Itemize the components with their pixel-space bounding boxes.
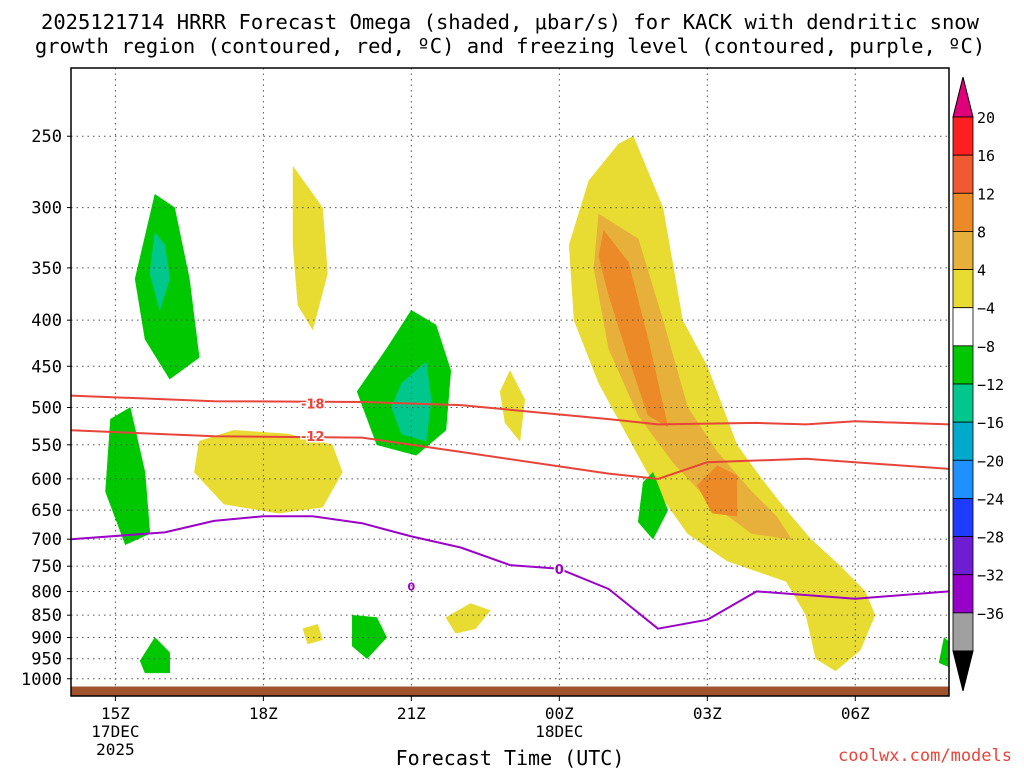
colorbar-label-11: −28 xyxy=(977,529,1004,547)
colorbar-swatch-8 xyxy=(952,421,974,461)
freezing-level-small-label: 0 xyxy=(408,581,416,594)
colorbar-label-8: −16 xyxy=(977,414,1004,432)
colorbar-label-0: 20 xyxy=(977,109,995,127)
y-tick-label-850: 850 xyxy=(31,606,62,626)
omega-region-neg8-12 xyxy=(391,361,432,442)
colorbar-swatch-13 xyxy=(952,612,974,652)
x-tick-label-06Z: 06Z xyxy=(841,704,870,723)
y-tick-label-650: 650 xyxy=(31,501,62,521)
x-tick-label-15Z: 15Z xyxy=(101,704,130,723)
y-tick-label-500: 500 xyxy=(31,399,62,419)
y-tick-label-600: 600 xyxy=(31,470,62,490)
x-tick-sublabel2-15Z: 2025 xyxy=(96,740,135,759)
colorbar-label-2: 12 xyxy=(977,185,995,203)
omega-region-neg4-14 xyxy=(637,472,669,540)
omega-region-neg4-15 xyxy=(351,614,387,659)
omega-region-neg8-10 xyxy=(149,232,170,311)
colorbar-label-3: 8 xyxy=(977,223,986,241)
contour-line-0 xyxy=(71,394,949,426)
x-tick-sublabel-00Z: 18DEC xyxy=(535,722,583,741)
colorbar-swatch-1 xyxy=(952,154,974,194)
colorbar-swatch-7 xyxy=(952,383,974,423)
omega-region-pos12-2 xyxy=(598,230,669,427)
omega-shading-layer xyxy=(105,135,949,674)
y-axis: 250 300 350 400 450 500 550 600 650 700 750 800 850 9… xyxy=(21,127,71,690)
y-tick-label-250: 250 xyxy=(31,127,62,147)
omega-region-pos4-5 xyxy=(194,430,343,514)
plot-frame xyxy=(70,67,950,697)
x-tick-label-03Z: 03Z xyxy=(693,704,722,723)
contour-label-2: 0 xyxy=(555,563,564,578)
grid-layer xyxy=(71,68,949,696)
x-tick-label-00Z: 00Z xyxy=(545,704,574,723)
colorbar-label-5: −4 xyxy=(977,300,995,318)
plot-area: -18 -12 0 0 xyxy=(71,68,949,696)
colorbar-label-12: −32 xyxy=(977,567,1004,585)
colorbar-swatch-3 xyxy=(952,231,974,270)
y-tick-label-450: 450 xyxy=(31,357,62,377)
y-tick-label-750: 750 xyxy=(31,557,62,577)
colorbar-swatch-9 xyxy=(952,459,974,499)
y-tick-label-1000: 1000 xyxy=(21,670,62,690)
colorbar-swatch-2 xyxy=(952,192,974,232)
colorbar-swatch-10 xyxy=(952,498,974,537)
contour-label-1: -12 xyxy=(301,430,325,445)
colorbar-swatch-5 xyxy=(952,307,974,347)
omega-region-neg4-16 xyxy=(139,637,170,674)
x-tick-sublabel-15Z: 17DEC xyxy=(91,722,139,741)
x-tick-label-18Z: 18Z xyxy=(249,704,278,723)
credit-text: coolwx.com/models xyxy=(838,746,1012,766)
y-tick-label-700: 700 xyxy=(31,530,62,550)
y-tick-label-550: 550 xyxy=(31,436,62,456)
colorbar-label-1: 16 xyxy=(977,147,995,165)
colorbar-swatch-6 xyxy=(952,345,974,385)
chart-title-line1: 2025121714 HRRR Forecast Omega (shaded, … xyxy=(41,10,980,34)
x-tick-label-21Z: 21Z xyxy=(397,704,426,723)
x-axis-label: Forecast Time (UTC) xyxy=(396,746,625,768)
omega-region-pos4-7 xyxy=(445,603,491,634)
colorbar-bottom-arrow xyxy=(952,650,974,692)
omega-region-neg4-17 xyxy=(938,637,949,668)
colorbar-swatch-0 xyxy=(952,116,974,156)
y-tick-label-900: 900 xyxy=(31,629,62,649)
chart-title-line2: growth region (contoured, red, ºC) and f… xyxy=(35,34,985,58)
y-tick-label-800: 800 xyxy=(31,582,62,602)
omega-region-pos4-8 xyxy=(302,624,323,645)
ground-terrain xyxy=(71,686,949,696)
y-tick-label-400: 400 xyxy=(31,311,62,331)
colorbar-label-7: −12 xyxy=(977,376,1004,394)
colorbar: 20 16 12 8 4 −4 −8 −12 −16 −20 −24 −28 −32 −36 xyxy=(952,76,1004,692)
y-tick-label-950: 950 xyxy=(31,650,62,670)
colorbar-swatch-4 xyxy=(952,269,974,309)
y-tick-label-300: 300 xyxy=(31,199,62,219)
omega-region-pos4-6 xyxy=(499,370,526,442)
colorbar-label-9: −20 xyxy=(977,452,1004,470)
colorbar-label-6: −8 xyxy=(977,338,995,356)
colorbar-label-13: −36 xyxy=(977,605,1004,623)
colorbar-top-arrow xyxy=(952,76,974,118)
omega-region-pos8-1 xyxy=(593,213,792,540)
colorbar-label-4: 4 xyxy=(977,262,986,280)
colorbar-swatch-11 xyxy=(952,536,974,576)
colorbar-swatch-12 xyxy=(952,574,974,614)
contour-line-2 xyxy=(71,515,949,630)
colorbar-label-10: −24 xyxy=(977,490,1004,508)
contour-label-0: -18 xyxy=(301,398,325,413)
y-tick-label-350: 350 xyxy=(31,259,62,279)
contour-layer: -18 -12 0 0 xyxy=(71,394,949,630)
contour-line-1 xyxy=(71,429,949,480)
